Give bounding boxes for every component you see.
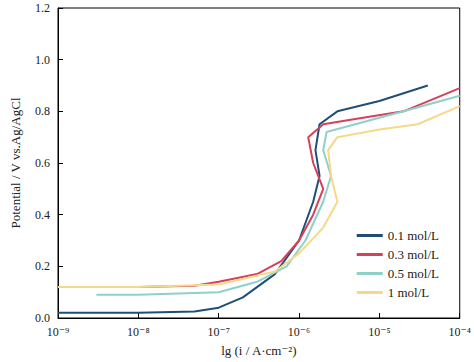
svg-text:0.1 mol/L: 0.1 mol/L bbox=[388, 228, 439, 243]
svg-text:0.3 mol/L: 0.3 mol/L bbox=[388, 247, 439, 262]
svg-text:0.6: 0.6 bbox=[35, 156, 50, 170]
svg-text:0.2: 0.2 bbox=[35, 259, 50, 273]
svg-text:10⁻⁸: 10⁻⁸ bbox=[127, 325, 150, 339]
svg-text:0.4: 0.4 bbox=[35, 208, 50, 222]
svg-text:1 mol/L: 1 mol/L bbox=[388, 285, 430, 300]
svg-text:10⁻⁶: 10⁻⁶ bbox=[288, 325, 311, 339]
svg-text:lg (i / A·cm⁻²): lg (i / A·cm⁻²) bbox=[221, 343, 296, 358]
svg-text:0.0: 0.0 bbox=[35, 311, 50, 325]
svg-text:0.5 mol/L: 0.5 mol/L bbox=[388, 266, 439, 281]
svg-text:Potential / V vs.Ag/AgCl: Potential / V vs.Ag/AgCl bbox=[8, 97, 23, 228]
svg-text:1.2: 1.2 bbox=[35, 1, 50, 15]
svg-text:10⁻⁷: 10⁻⁷ bbox=[207, 325, 230, 339]
svg-text:10⁻⁵: 10⁻⁵ bbox=[368, 325, 391, 339]
svg-text:10⁻⁴: 10⁻⁴ bbox=[448, 325, 471, 339]
svg-text:0.8: 0.8 bbox=[35, 104, 50, 118]
svg-text:1.0: 1.0 bbox=[35, 53, 50, 67]
svg-text:10⁻⁹: 10⁻⁹ bbox=[47, 325, 70, 339]
